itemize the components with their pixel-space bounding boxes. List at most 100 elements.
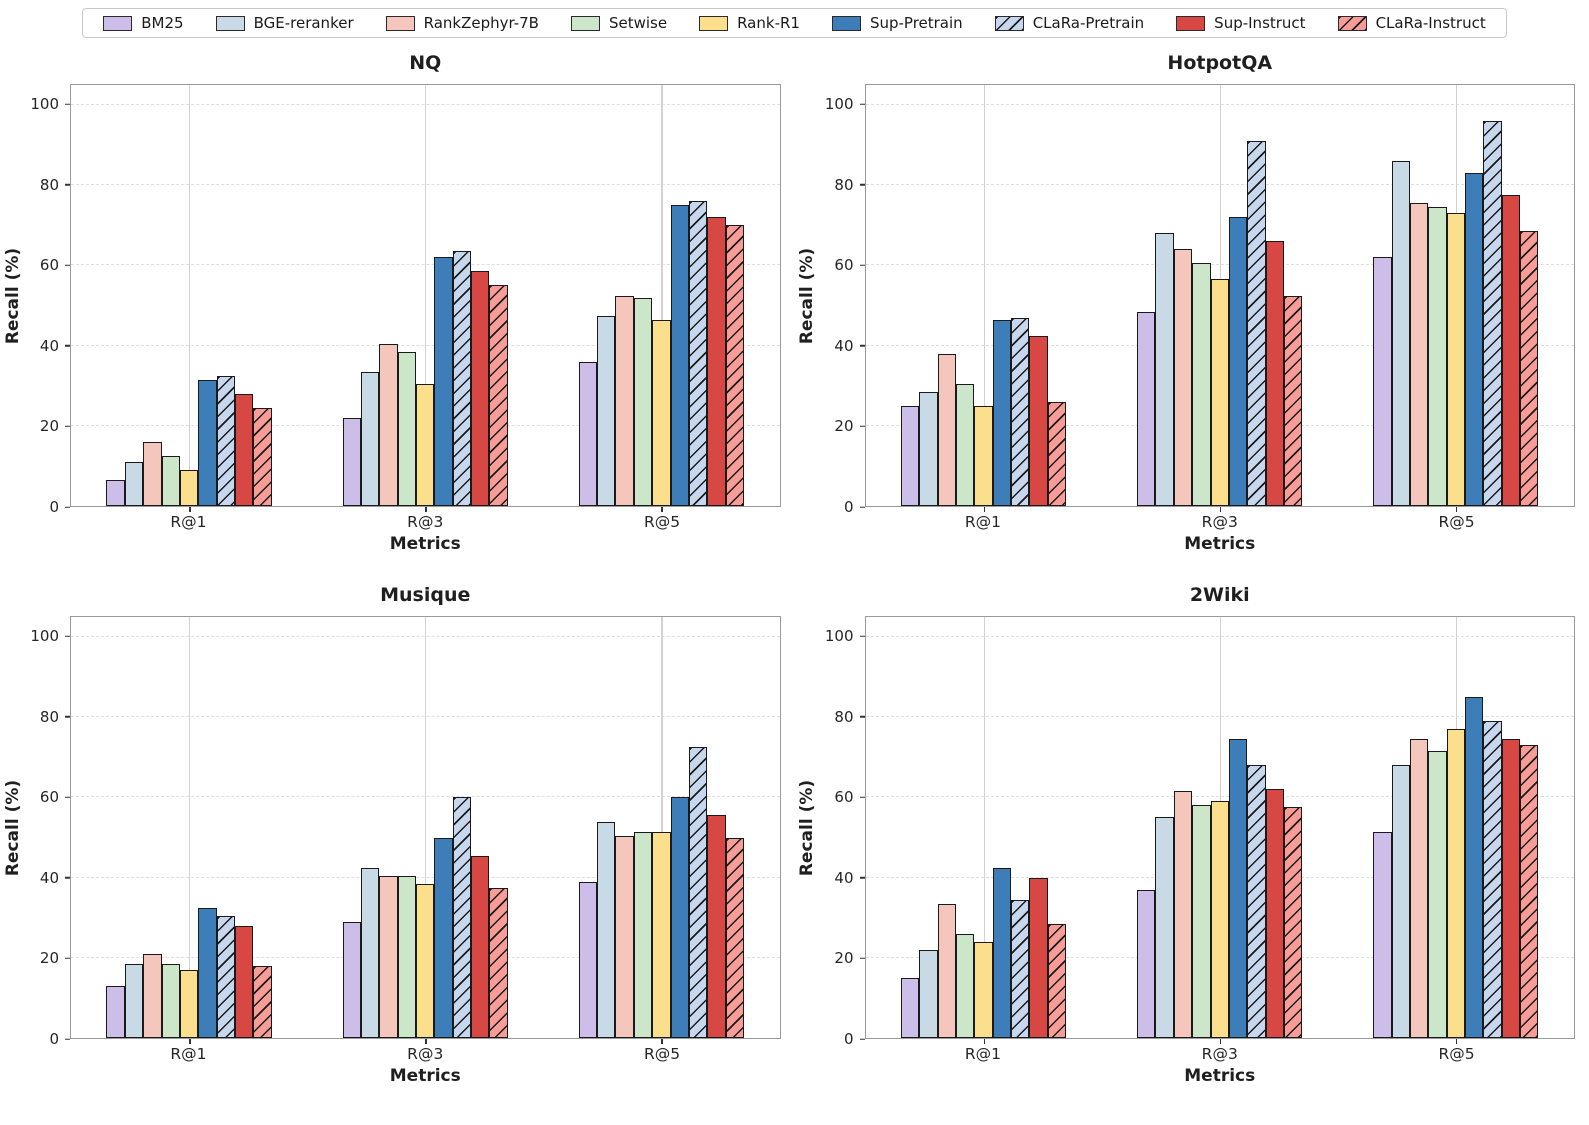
bar-sup-pretrain-r@3 xyxy=(1228,739,1248,1038)
gridline-vertical xyxy=(189,85,191,506)
y-tick-label: 20 xyxy=(834,949,854,968)
bar-setwise-r@5 xyxy=(633,297,653,506)
x-tick-mark xyxy=(189,1039,191,1044)
y-tick-label: 20 xyxy=(39,417,59,436)
bar-rank-r1-r@5 xyxy=(652,319,671,506)
bar-bge-reranker-r@5 xyxy=(597,821,616,1038)
bar-bm25-r@1 xyxy=(106,985,125,1038)
bar-clara-pretrain-r@1 xyxy=(216,375,235,506)
y-tick-mark xyxy=(859,345,865,347)
bar-clara-instruct-r@5 xyxy=(725,837,744,1038)
legend-swatch-icon xyxy=(570,15,600,31)
x-tick-label: R@3 xyxy=(407,513,444,531)
legend-item-rankzephyr-7b: RankZephyr-7B xyxy=(385,14,539,32)
bar-rank-r1-r@5 xyxy=(1446,213,1466,506)
bar-rank-r1-r@3 xyxy=(416,883,435,1038)
gridline-vertical xyxy=(983,617,985,1038)
chart-title: 2Wiki xyxy=(1189,584,1250,606)
bar-bge-reranker-r@1 xyxy=(124,461,144,506)
legend-item-clara-instruct: CLaRa-Instruct xyxy=(1337,14,1486,32)
bar-group-R@3 xyxy=(1102,85,1338,506)
bar-bm25-r@3 xyxy=(1137,311,1156,506)
bar-setwise-r@3 xyxy=(1192,805,1211,1038)
bar-sup-instruct-r@1 xyxy=(234,925,254,1038)
bar-sup-pretrain-r@1 xyxy=(992,867,1012,1038)
y-tick-label: 40 xyxy=(39,336,59,355)
bar-bm25-r@3 xyxy=(342,417,361,506)
bar-rankzephyr-7b-r@1 xyxy=(937,353,956,506)
y-axis-label-text: Recall (%) xyxy=(3,779,24,876)
bar-sup-instruct-r@5 xyxy=(707,217,726,506)
plot-area xyxy=(70,616,781,1044)
legend-item-label: BGE-reranker xyxy=(253,14,354,32)
bar-setwise-r@5 xyxy=(1428,751,1447,1038)
y-tick-mark xyxy=(65,715,70,718)
bar-sup-instruct-r@3 xyxy=(1265,789,1284,1038)
bar-bge-reranker-r@5 xyxy=(597,315,616,506)
y-tick-label: 20 xyxy=(834,417,854,436)
bar-group-inner xyxy=(1373,617,1539,1038)
legend: BM25 BGE-reranker RankZephyr-7B Setwise Rank… xyxy=(0,8,1589,38)
y-tick-label: 20 xyxy=(39,949,59,968)
bar-clara-instruct-r@1 xyxy=(1047,401,1067,506)
y-tick-label: 0 xyxy=(49,1030,59,1048)
y-tick-mark xyxy=(859,506,865,508)
x-tick-label: R@1 xyxy=(170,513,207,531)
y-tick-label: 80 xyxy=(39,707,59,726)
bar-clara-instruct-r@5 xyxy=(725,225,744,506)
bar-clara-instruct-r@5 xyxy=(1520,745,1539,1038)
bar-group-R@3 xyxy=(307,85,543,506)
bar-clara-pretrain-r@5 xyxy=(1483,121,1502,506)
x-tick-mark xyxy=(1219,507,1222,512)
bar-bm25-r@1 xyxy=(900,405,920,506)
bar-group-R@1 xyxy=(866,85,1102,506)
legend-swatch-icon xyxy=(385,15,415,31)
bar-bm25-r@5 xyxy=(1373,831,1392,1038)
bar-group-inner xyxy=(900,617,1067,1038)
y-tick-label: 0 xyxy=(843,498,854,516)
bar-bm25-r@5 xyxy=(578,361,598,506)
chart-body: Recall (%) 0 20 40 60 80 100 xyxy=(795,84,1589,516)
x-tick-label: R@1 xyxy=(964,513,1001,531)
legend-item-label: Sup-Pretrain xyxy=(869,14,963,32)
bar-group-inner xyxy=(106,617,272,1038)
bar-rankzephyr-7b-r@5 xyxy=(1409,739,1429,1038)
x-tick-label: R@3 xyxy=(407,1045,444,1063)
y-tick-mark xyxy=(65,877,70,879)
y-tick-label: 40 xyxy=(834,336,854,355)
chart-title: Musique xyxy=(380,584,471,606)
legend-swatch-icon xyxy=(831,15,861,31)
bar-clara-instruct-r@5 xyxy=(1520,231,1539,506)
bar-rank-r1-r@5 xyxy=(652,831,671,1038)
bar-bm25-r@1 xyxy=(106,479,125,506)
bar-rankzephyr-7b-r@3 xyxy=(1173,249,1193,506)
bar-rank-r1-r@5 xyxy=(1446,729,1466,1038)
x-ticks: R@1 R@3 R@5 xyxy=(865,1045,1589,1063)
bar-group-R@3 xyxy=(1102,617,1338,1038)
y-tick-label: 60 xyxy=(39,788,59,807)
bar-sup-instruct-r@1 xyxy=(1029,335,1048,506)
bar-group-R@5 xyxy=(543,617,779,1038)
bar-group-inner xyxy=(578,617,744,1038)
bar-sup-instruct-r@1 xyxy=(234,393,254,506)
y-axis: 0 20 40 60 80 100 xyxy=(26,84,70,516)
x-tick-mark xyxy=(983,1039,986,1044)
legend-item-label: Setwise xyxy=(608,14,668,32)
plot-area xyxy=(864,84,1575,512)
legend-item-sup-instruct: Sup-Instruct xyxy=(1176,14,1306,32)
y-axis-label: Recall (%) xyxy=(0,616,26,1039)
y-axis-label: Recall (%) xyxy=(795,616,821,1039)
y-tick-mark xyxy=(65,796,70,799)
y-tick-mark xyxy=(859,1038,865,1040)
legend-swatch-icon xyxy=(103,15,133,31)
x-tick-label: R@5 xyxy=(644,513,681,531)
y-tick-label: 60 xyxy=(834,788,854,807)
bar-sup-instruct-r@3 xyxy=(1265,241,1284,506)
bar-setwise-r@1 xyxy=(956,383,975,506)
bar-group-R@5 xyxy=(1338,85,1574,506)
bar-group-inner xyxy=(900,85,1067,506)
bar-group-R@1 xyxy=(71,617,307,1038)
bar-group-inner xyxy=(1137,617,1303,1038)
gridline-vertical xyxy=(189,617,191,1038)
y-tick-mark xyxy=(65,957,70,960)
